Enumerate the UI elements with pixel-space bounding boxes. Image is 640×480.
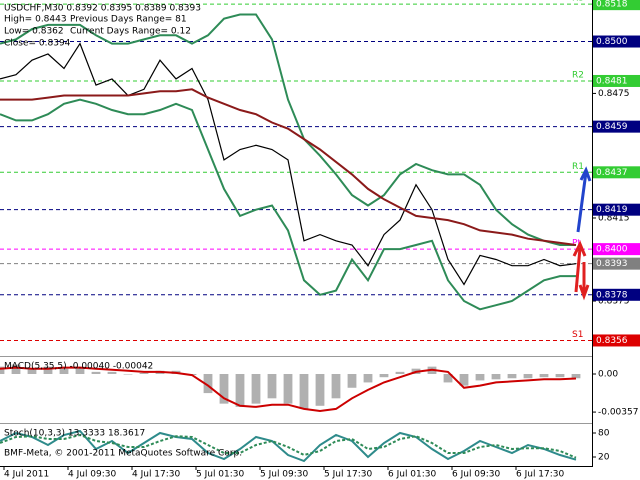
level-label: 0.8378 [596,290,628,300]
histogram-bar [555,374,565,378]
histogram-bar [443,374,453,383]
panel-title: MACD(5,35,5) -0.00040 -0.00042 [4,362,153,372]
annotation: Current Days Range= 0.12 [70,27,191,37]
histogram-bar [315,374,325,406]
arrow-up-blue [576,166,592,233]
level-box [593,288,640,301]
annotation: Low= 0.8362 [4,27,64,37]
series-line [0,433,577,459]
histogram-bar [363,374,373,383]
x-tick-label: 6 Jul 09:30 [452,470,501,480]
series-line [0,42,577,286]
panel-title: USDCHF,M30 0.8392 0.8395 0.8389 0.8393 [4,4,201,14]
level-label: 0.8459 [596,122,628,132]
level-box [593,120,640,133]
x-tick-label: 6 Jul 17:30 [516,470,565,480]
level-box [593,243,640,256]
level-name: R2 [572,70,584,80]
x-tick-label: 4 Jul 17:30 [132,470,181,480]
x-tick-label: 6 Jul 01:30 [388,470,437,480]
x-tick-label: 5 Jul 01:30 [196,470,245,480]
series-line [0,98,576,311]
histogram-bar [75,366,85,374]
histogram-bar [395,371,405,374]
y-tick-label: -0.00357 [598,408,638,418]
level-label: 0.8481 [596,76,628,86]
histogram-bar [219,374,229,404]
y-tick-label: 80 [598,429,610,439]
histogram-bar [331,374,341,399]
panel-title: Stoch(10,3,3) 13.3333 18.3617 [4,429,145,439]
histogram-bar [283,374,293,404]
histogram-bar [571,374,581,379]
y-tick-label: 20 [598,453,610,463]
histogram-bar [539,374,549,378]
annotation: Close= 0.8394 [4,39,71,49]
x-tick-label: 4 Jul 09:30 [68,470,117,480]
level-box [593,166,640,179]
x-tick-label: 5 Jul 09:30 [260,470,309,480]
level-name: R1 [572,162,584,172]
annotation: BMF-Meta, © 2001-2011 MetaQuotes Softwar… [4,449,242,459]
histogram-bar [43,366,53,374]
level-label: 0.8356 [596,336,628,346]
histogram-bar [235,374,245,407]
level-label: 0.8518 [596,0,628,10]
level-box [593,35,640,48]
histogram-bar [11,364,21,374]
histogram-bar [523,374,533,379]
level-box [593,257,640,270]
annotation: Previous Days Range= 81 [70,15,187,25]
x-tick-label: 4 Jul 2011 [4,470,49,480]
y-tick-label: 0.00 [598,370,618,380]
series-line [0,366,577,413]
level-label: 0.8393 [596,259,628,269]
series-line [0,13,576,246]
arrow-up-red [572,240,587,293]
histogram-bar [475,374,485,381]
histogram-bar [507,374,517,379]
histogram-bar [123,374,133,375]
histogram-bar [0,366,5,374]
level-box [593,0,640,11]
histogram-bar [379,374,389,378]
histogram-bar [107,371,117,374]
series-line [0,88,577,246]
annotation: High= 0.8443 [4,15,67,25]
y-tick-label: 0.8375 [598,297,630,307]
histogram-bar [27,368,37,374]
y-tick-label: 0.8475 [598,89,630,99]
histogram-bar [299,374,309,409]
level-box [593,74,640,87]
histogram-bar [91,371,101,374]
histogram-bar [347,374,357,388]
level-label: 0.8500 [596,37,628,47]
level-label: 0.8400 [596,245,628,255]
histogram-bar [203,374,213,394]
series-line [0,429,577,463]
y-tick-label: 0.8415 [598,213,630,223]
arrow-down-red [578,262,590,301]
histogram-bar [459,374,469,386]
level-label: 0.8419 [596,205,628,215]
histogram-bar [139,372,149,374]
level-name: Pt [572,239,581,249]
level-box [593,203,640,216]
level-name: S1 [572,330,583,340]
histogram-bar [491,374,501,380]
x-tick-label: 5 Jul 17:30 [324,470,373,480]
histogram-bar [59,368,69,374]
level-box [593,334,640,347]
level-name: R3 [572,0,584,4]
histogram-bar [251,374,261,404]
level-label: 0.8437 [596,168,628,178]
histogram-bar [267,374,277,399]
